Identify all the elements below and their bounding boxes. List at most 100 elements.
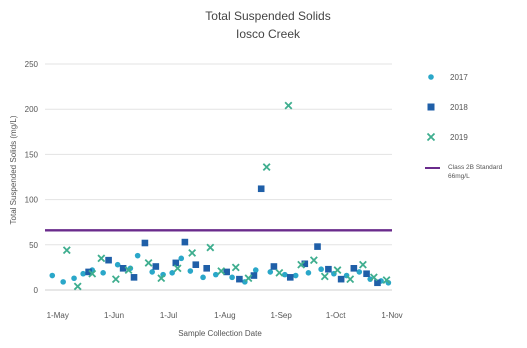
data-point-2017 [134,252,141,259]
data-point-2019 [309,256,318,265]
y-tick-label: 0 [34,286,39,295]
data-point-2017 [282,271,288,278]
data-point-2018 [270,263,278,270]
data-point-2019 [297,260,306,269]
data-point-2018 [350,265,358,272]
data-point-2019 [284,101,293,110]
data-point-2018 [301,260,309,268]
y-tick-label: 200 [25,105,39,114]
data-point-2018 [236,275,243,283]
y-tick-label: 150 [25,150,39,159]
legend-marker-2017 [428,74,434,80]
y-tick-label: 50 [29,241,38,250]
data-point-2018 [152,263,160,270]
data-point-2018 [85,268,92,276]
data-point-2019 [262,163,271,171]
legend-label-2019: 2019 [450,133,468,142]
x-axis-ticks: 1-May 1-Jun 1-Jul 1-Aug 1-Sep 1-Oct 1-Nov [47,311,403,320]
data-point-2018 [203,265,210,272]
data-point-2017 [229,274,235,281]
data-point-2018 [223,268,230,276]
data-point-2018 [314,243,321,250]
legend: 2017 2018 2019 Class 2B Standard 66mg/L [425,73,503,180]
data-point-2019 [320,272,329,281]
data-point-2018 [172,259,180,267]
legend-label-2017: 2017 [450,73,468,82]
x-tick-label: 1-Jun [104,311,124,320]
data-point-2017 [187,268,194,274]
data-point-2019 [88,269,97,278]
legend-label-2018: 2018 [450,103,468,112]
y-tick-label: 250 [25,60,39,69]
data-point-2017 [305,270,312,276]
data-point-2018 [181,238,189,246]
x-tick-label: 1-Aug [214,311,235,320]
data-point-2018 [257,185,265,193]
data-point-2019 [369,273,378,282]
data-point-2017 [49,272,56,279]
x-tick-label: 1-Jul [160,311,178,320]
data-point-2018 [363,270,370,278]
data-point-2019 [358,260,367,269]
data-point-2018 [286,274,294,281]
data-point-2019 [62,246,71,255]
data-point-2019 [173,264,182,273]
data-point-2018 [374,279,381,287]
x-tick-label: 1-Nov [381,311,402,320]
data-point-2019 [124,266,133,275]
data-points [49,101,392,291]
data-point-2017 [212,271,219,278]
data-point-2018 [192,261,200,268]
data-point-2019 [217,267,226,275]
data-point-2019 [231,263,240,272]
data-point-2019 [382,276,391,284]
data-point-2019 [157,274,166,283]
data-point-2019 [111,275,120,284]
data-point-2017 [169,270,175,276]
data-point-2018 [105,256,112,264]
data-point-2017 [267,269,274,275]
data-point-2017 [292,272,299,279]
data-point-2017 [114,261,121,268]
legend-marker-2018 [427,103,435,111]
data-point-2017 [60,279,66,285]
data-point-2018 [250,272,258,279]
data-point-2017 [178,255,185,262]
data-point-2019 [244,274,253,283]
data-point-2018 [337,275,345,283]
data-point-2017 [71,275,77,282]
x-tick-label: 1-Sep [270,311,292,320]
data-point-2017 [100,270,106,276]
y-axis-ticks: 0 50 100 150 200 250 [25,60,39,295]
data-point-2019 [188,248,197,257]
data-point-2019 [97,254,106,263]
data-point-2019 [144,258,153,267]
data-point-2017 [356,269,363,275]
data-point-2017 [149,269,155,275]
legend-label-standard-line2: 66mg/L [448,173,470,180]
data-point-2019 [73,282,82,291]
legend-label-standard-line1: Class 2B Standard [448,164,503,171]
data-point-2018 [325,265,332,273]
data-point-2019 [206,243,215,252]
data-point-2018 [141,239,149,247]
x-axis-label: Sample Collection Date [178,329,262,338]
x-tick-label: 1-Oct [326,311,346,320]
data-point-2019 [346,275,355,284]
y-axis-label: Total Suspended Solids (mg/L) [9,115,18,224]
data-point-2018 [119,265,127,272]
legend-marker-2019 [426,132,436,142]
data-point-2019 [275,268,284,277]
gridlines [45,63,392,291]
data-point-2017 [200,274,206,281]
data-point-2017 [318,266,324,273]
data-point-2018 [130,274,138,281]
data-point-2017 [80,270,86,277]
chart-subtitle: Iosco Creek [236,27,301,41]
chart-title: Total Suspended Solids [205,9,330,23]
x-tick-label: 1-May [47,311,69,320]
data-point-2017 [252,267,259,273]
y-tick-label: 100 [25,196,39,205]
data-point-2019 [333,266,342,275]
